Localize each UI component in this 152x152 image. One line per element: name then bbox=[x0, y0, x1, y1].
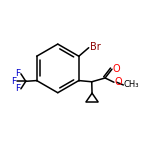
Text: F: F bbox=[15, 69, 20, 78]
Text: O: O bbox=[112, 64, 120, 74]
Text: Br: Br bbox=[90, 41, 100, 52]
Text: O: O bbox=[114, 77, 122, 87]
Text: CH₃: CH₃ bbox=[124, 80, 139, 90]
Text: F: F bbox=[15, 84, 20, 93]
Text: F: F bbox=[11, 77, 16, 86]
